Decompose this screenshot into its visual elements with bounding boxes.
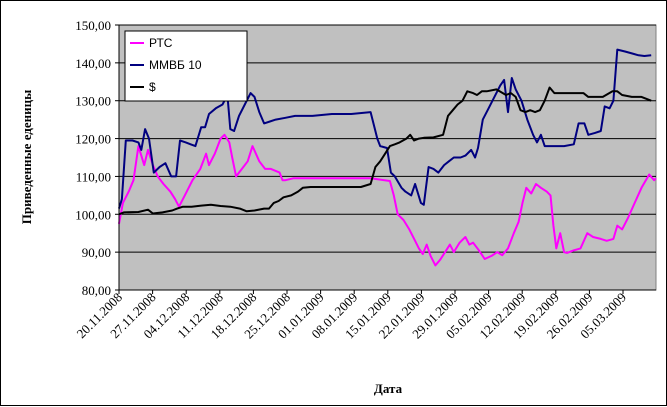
- y-tick-label: 140,00: [75, 56, 111, 71]
- y-tick-label: 90,00: [82, 245, 111, 260]
- legend: РТС ММВБ 10 $: [124, 30, 248, 102]
- series-line-2: [118, 86, 652, 216]
- series-line-0: [118, 133, 657, 267]
- legend-label-micex: ММВБ 10: [149, 58, 202, 72]
- series-lines: [118, 48, 657, 267]
- y-tick-label: 100,00: [75, 207, 111, 222]
- y-tick-label: 130,00: [75, 94, 111, 109]
- y-tick-label: 150,00: [75, 18, 111, 33]
- y-tick-label: 80,00: [82, 283, 111, 298]
- legend-label-usd: $: [149, 80, 156, 94]
- y-tick-label: 120,00: [75, 132, 111, 147]
- y-tick-labels: 80,00 90,00 100,00 110,00 120,00 130,00 140,00…: [75, 18, 119, 298]
- legend-box: [124, 30, 248, 102]
- x-axis-title: Дата: [374, 381, 403, 396]
- y-axis-title: Приведенные еденицы: [19, 90, 34, 225]
- legend-label-rts: РТС: [149, 36, 173, 50]
- y-tick-label: 110,00: [76, 169, 111, 184]
- x-tick-labels: 20.11.200827.11.200804.12.200811.12.2008…: [73, 290, 629, 342]
- series-line-1: [118, 48, 652, 209]
